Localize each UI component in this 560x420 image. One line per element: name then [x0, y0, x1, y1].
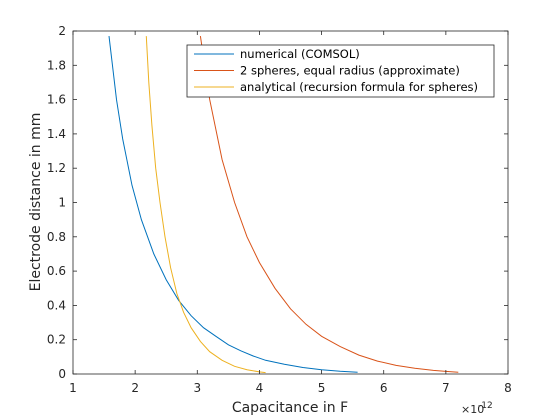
y-tick-label: 0 [58, 367, 66, 381]
y-tick-label: 0.8 [47, 230, 66, 244]
y-tick-label: 1 [58, 196, 66, 210]
legend-label-3: analytical (recursion formula for sphere… [240, 80, 478, 94]
series-line-3 [145, 36, 266, 374]
ticks-layer: 1 2 3 4 5 6 7 8 0 0.2 0.4 0.6 0.8 1 1.2 1.4 1.6 1.8 2 [47, 24, 512, 395]
y-tick-label: 1.6 [47, 93, 66, 107]
x-exponent: ×10 -12 [461, 401, 493, 416]
y-tick-label: 0.4 [47, 298, 66, 312]
x-tick-label: 6 [380, 381, 388, 395]
y-tick-label: 0.2 [47, 333, 66, 347]
x-tick-label: 4 [256, 381, 264, 395]
legend-items: numerical (COMSOL) 2 spheres, equal radiu… [194, 47, 478, 94]
y-tick-label: 1.2 [47, 161, 66, 175]
x-exponent-power: -12 [478, 401, 493, 411]
x-tick-label: 1 [69, 381, 77, 395]
legend-box [186, 44, 495, 98]
x-tick-label: 2 [131, 381, 139, 395]
y-tick-label: 1.4 [47, 127, 66, 141]
y-tick-label: 2 [58, 24, 66, 38]
series-line-2 [199, 36, 459, 373]
x-tick-label: 7 [442, 381, 450, 395]
series-layer [108, 36, 459, 374]
y-tick-label: 1.8 [47, 58, 66, 72]
series-line-1 [108, 36, 358, 373]
x-axis-label: Capacitance in F [232, 400, 348, 416]
legend-label-1: numerical (COMSOL) [240, 47, 360, 61]
x-tick-label: 8 [504, 381, 512, 395]
x-tick-label: 3 [193, 381, 201, 395]
y-axis-label: Electrode distance in mm [28, 113, 44, 292]
legend-label-2: 2 spheres, equal radius (approximate) [240, 64, 460, 78]
x-tick-label: 5 [318, 381, 326, 395]
y-tick-label: 0.6 [47, 264, 66, 278]
x-exponent-base: ×10 [461, 403, 484, 416]
legend: numerical (COMSOL) 2 spheres, equal radiu… [186, 44, 495, 98]
